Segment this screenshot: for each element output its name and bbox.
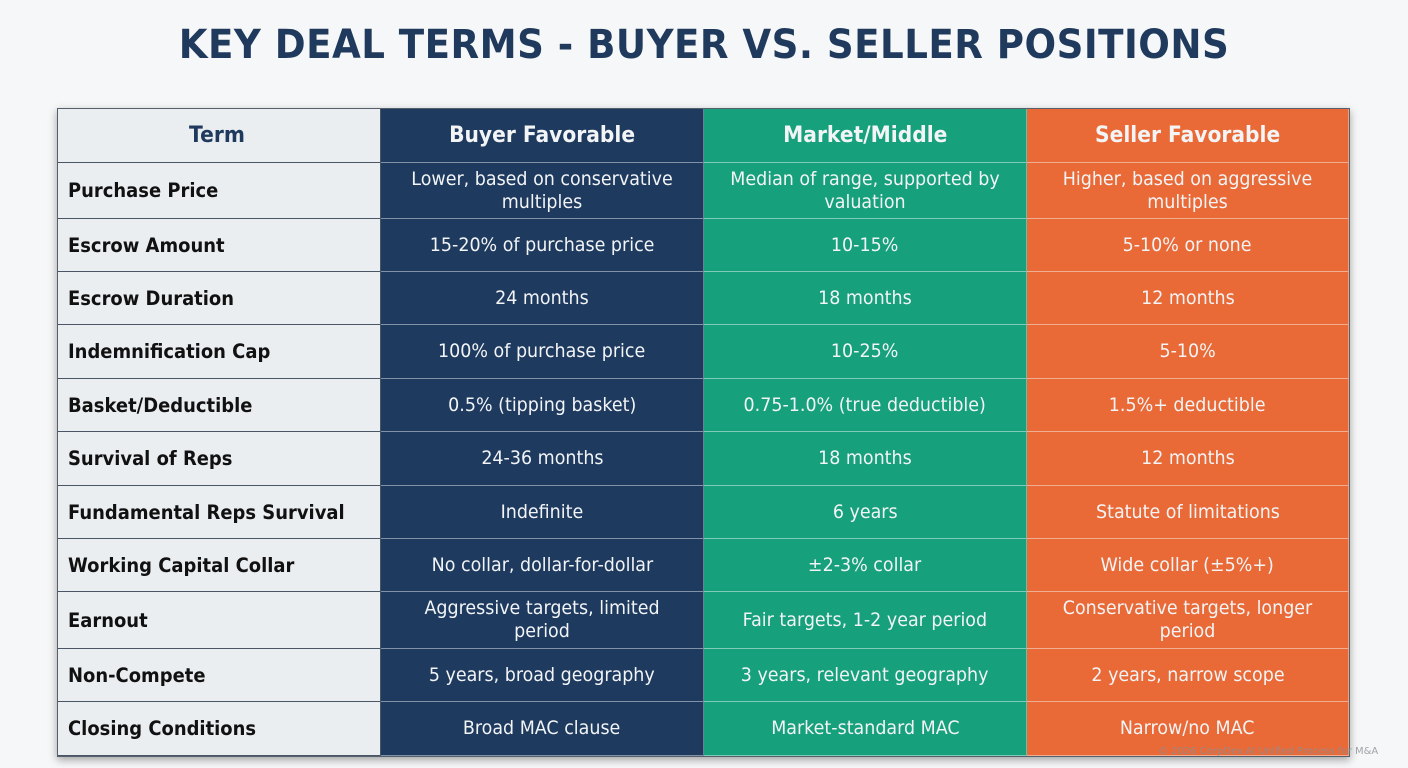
cell-text: 6 years [832, 500, 898, 523]
market-cell: Fair targets, 1-2 year period [704, 592, 1027, 649]
cell-text: Escrow Duration [68, 286, 235, 310]
market-cell: Market-standard MAC [704, 702, 1027, 756]
term-cell: Working Capital Collar [58, 539, 381, 592]
seller-cell: 12 months [1027, 432, 1349, 486]
buyer-cell: Aggressive targets, limited period [381, 592, 704, 649]
term-cell: Indemnification Cap [58, 325, 381, 379]
cell-text: Working Capital Collar [68, 553, 295, 577]
market-cell: 3 years, relevant geography [704, 649, 1027, 702]
deal-terms-table: Term Buyer Favorable Market/Middle Seller F… [57, 108, 1350, 757]
cell-text: 1.5%+ deductible [1109, 393, 1266, 416]
seller-cell: 5-10% or none [1027, 219, 1349, 272]
cell-text: Earnout [68, 608, 148, 632]
cell-text: 15-20% of purchase price [429, 233, 655, 256]
buyer-cell: Indefinite [381, 486, 704, 539]
cell-text: Fundamental Reps Survival [68, 500, 345, 524]
header-label: Buyer Favorable [449, 123, 635, 148]
cell-text: Higher, based on aggressive multiples [1062, 167, 1313, 213]
term-cell: Purchase Price [58, 163, 381, 219]
cell-text: 5 years, broad geography [429, 663, 655, 686]
cell-text: Closing Conditions [68, 717, 257, 740]
seller-cell: Conservative targets, longer period [1027, 592, 1349, 649]
cell-text: Non-Compete [68, 663, 206, 687]
seller-cell: Wide collar (±5%+) [1027, 539, 1349, 592]
cell-text: 2 years, narrow scope [1090, 663, 1285, 686]
buyer-cell: 5 years, broad geography [381, 649, 704, 702]
term-cell: Fundamental Reps Survival [58, 486, 381, 539]
cell-text: ±2-3% collar [808, 553, 922, 576]
header-label: Seller Favorable [1094, 123, 1281, 148]
term-cell: Closing Conditions [58, 702, 381, 756]
market-cell: 0.75-1.0% (true deductible) [704, 379, 1027, 432]
cell-text: Aggressive targets, limited period [424, 597, 660, 642]
cell-text: Indemnification Cap [68, 340, 271, 363]
header-market-middle: Market/Middle [704, 109, 1027, 163]
cell-text: Fair targets, 1-2 year period [742, 608, 988, 631]
term-cell: Basket/Deductible [58, 379, 381, 432]
cell-text: 10-25% [831, 340, 899, 362]
buyer-cell: 15-20% of purchase price [381, 219, 704, 272]
buyer-cell: 24-36 months [381, 432, 704, 486]
seller-cell: Higher, based on aggressive multiples [1027, 163, 1349, 219]
cell-text: 18 months [818, 286, 912, 309]
term-cell: Escrow Duration [58, 272, 381, 325]
cell-text: 5-10% [1159, 340, 1216, 362]
seller-cell: Statute of limitations [1027, 486, 1349, 539]
cell-text: Conservative targets, longer period [1062, 597, 1313, 642]
cell-text: 10-15% [831, 233, 899, 256]
header-label: Term [188, 123, 245, 148]
cell-text: Purchase Price [68, 179, 219, 202]
cell-text: Narrow/no MAC [1120, 717, 1255, 739]
cell-text: 5-10% or none [1123, 233, 1252, 256]
header-seller-favorable: Seller Favorable [1027, 109, 1349, 163]
header-label: Market/Middle [782, 123, 948, 148]
buyer-cell: No collar, dollar-for-dollar [381, 539, 704, 592]
cell-text: 0.75-1.0% (true deductible) [743, 393, 987, 416]
market-cell: Median of range, supported by valuation [704, 163, 1027, 219]
cell-text: Basket/Deductible [68, 393, 253, 417]
term-cell: Survival of Reps [58, 432, 381, 486]
seller-cell: 1.5%+ deductible [1027, 379, 1349, 432]
seller-cell: 2 years, narrow scope [1027, 649, 1349, 702]
market-cell: ±2-3% collar [704, 539, 1027, 592]
cell-text: Statute of limitations [1095, 500, 1280, 523]
cell-text: Lower, based on conservative multiples [411, 167, 673, 213]
header-term: Term [58, 109, 381, 163]
buyer-cell: 24 months [381, 272, 704, 325]
term-cell: Escrow Amount [58, 219, 381, 272]
cell-text: No collar, dollar-for-dollar [431, 553, 653, 576]
cell-text: Wide collar (±5%+) [1100, 553, 1275, 576]
cell-text: Median of range, supported by valuation [730, 167, 1000, 213]
cell-text: Survival of Reps [68, 447, 233, 470]
buyer-cell: 100% of purchase price [381, 325, 704, 379]
cell-text: Escrow Amount [68, 233, 225, 257]
term-cell: Non-Compete [58, 649, 381, 702]
cell-text: 3 years, relevant geography [741, 663, 989, 686]
cell-text: 24 months [495, 286, 589, 309]
market-cell: 10-25% [704, 325, 1027, 379]
term-cell: Earnout [58, 592, 381, 649]
cell-text: 18 months [818, 447, 912, 469]
market-cell: 18 months [704, 272, 1027, 325]
seller-cell: 5-10% [1027, 325, 1349, 379]
cell-text: 12 months [1140, 286, 1235, 309]
market-cell: 6 years [704, 486, 1027, 539]
buyer-cell: Lower, based on conservative multiples [381, 163, 704, 219]
cell-text: 12 months [1140, 447, 1235, 469]
header-buyer-favorable: Buyer Favorable [381, 109, 704, 163]
cell-text: Market-standard MAC [770, 717, 960, 739]
cell-text: Indefinite [500, 500, 584, 523]
buyer-cell: 0.5% (tipping basket) [381, 379, 704, 432]
cell-text: 24-36 months [480, 447, 604, 469]
market-cell: 18 months [704, 432, 1027, 486]
page-title: KEY DEAL TERMS - BUYER VS. SELLER POSITI… [178, 22, 1230, 68]
cell-text: 100% of purchase price [438, 340, 646, 362]
copyright-watermark: © 2026 CorpDev.AI Unified Process for M&… [1158, 746, 1379, 757]
cell-text: 0.5% (tipping basket) [447, 393, 637, 416]
cell-text: Broad MAC clause [463, 717, 621, 739]
seller-cell: 12 months [1027, 272, 1349, 325]
seller-cell: Narrow/no MAC [1027, 702, 1349, 756]
buyer-cell: Broad MAC clause [381, 702, 704, 756]
market-cell: 10-15% [704, 219, 1027, 272]
